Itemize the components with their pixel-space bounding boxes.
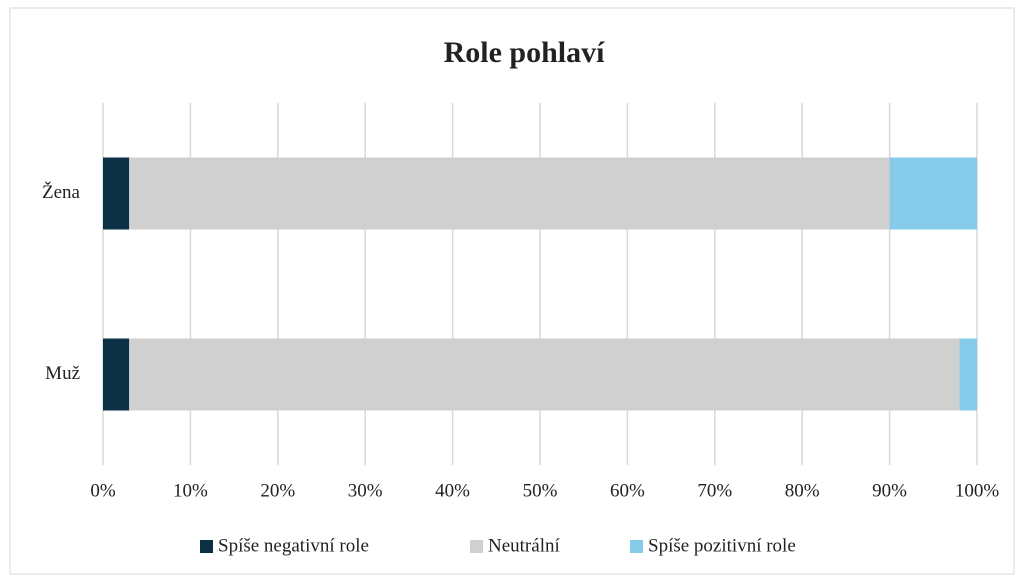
bar-segment bbox=[103, 157, 130, 230]
x-tick-label: 80% bbox=[785, 480, 820, 501]
x-tick-label: 70% bbox=[697, 480, 732, 501]
legend-label: Neutrální bbox=[488, 535, 560, 556]
bar-segment bbox=[889, 157, 977, 230]
bar-segment bbox=[129, 157, 890, 230]
chart-frame bbox=[9, 7, 1015, 575]
x-tick-label: 100% bbox=[955, 480, 1000, 501]
x-tick-label: 30% bbox=[348, 480, 383, 501]
legend-swatch bbox=[200, 540, 213, 553]
bar-segment bbox=[103, 338, 130, 411]
bar-segment bbox=[959, 338, 977, 411]
legend-swatch bbox=[630, 540, 643, 553]
x-tick-label: 20% bbox=[260, 480, 295, 501]
bar-segment bbox=[129, 338, 960, 411]
x-tick-label: 0% bbox=[90, 480, 116, 501]
y-tick-label: Žena bbox=[42, 181, 81, 203]
x-tick-label: 90% bbox=[872, 480, 907, 501]
x-tick-label: 40% bbox=[435, 480, 470, 501]
x-tick-label: 60% bbox=[610, 480, 645, 501]
legend-label: Spíše pozitivní role bbox=[648, 535, 796, 556]
chart-title: Role pohlaví bbox=[444, 36, 606, 69]
legend-swatch bbox=[470, 540, 483, 553]
x-tick-label: 10% bbox=[173, 480, 208, 501]
y-tick-label: Muž bbox=[45, 363, 80, 384]
legend-label: Spíše negativní role bbox=[218, 535, 369, 556]
x-tick-label: 50% bbox=[523, 480, 558, 501]
